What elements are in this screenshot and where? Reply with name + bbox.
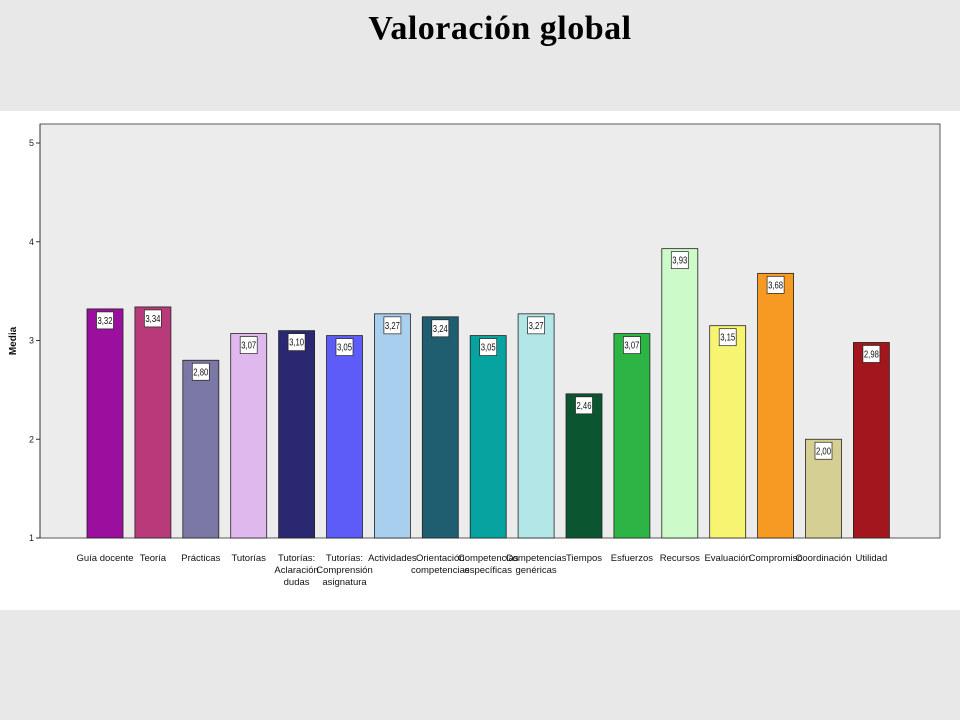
data-label: 3,34	[145, 314, 160, 325]
x-axis-labels: Guía docente Teoría Prácticas Tutorías Tutor…	[76, 553, 887, 588]
bar	[373, 313, 411, 539]
data-label-box	[862, 345, 881, 363]
data-label: 3,32	[98, 316, 113, 327]
x-tick-label: Competencias específicas	[458, 553, 519, 576]
data-label-box	[623, 336, 641, 354]
x-tick-label: Tutorías: Aclaración dudas	[274, 553, 318, 588]
x-tick-label: Tiempos	[566, 553, 602, 564]
data-label: 2,98	[864, 349, 879, 360]
y-tick-label: 5	[29, 138, 34, 148]
x-tick-label: Compromiso	[749, 553, 803, 564]
x-tick-label: Evaluación	[704, 553, 750, 564]
x-tick-label: Recursos	[660, 553, 700, 564]
bar	[278, 330, 316, 539]
data-label: 3,07	[624, 341, 639, 352]
chart-panel: 1 2 3 4 5 Media 3,32 3,34 2,80 3,07 3,10 3,05 3,27…	[0, 111, 960, 610]
data-label-box	[96, 311, 114, 330]
bar	[421, 316, 459, 539]
bar-chart: 1 2 3 4 5 Media 3,32 3,34 2,80 3,07 3,10 3,05 3,27…	[8, 123, 941, 588]
x-tick-label: Competencias genéricas	[506, 553, 567, 576]
y-tick-label: 3	[29, 336, 34, 346]
y-axis-label: Media	[8, 326, 19, 355]
bar	[853, 342, 890, 539]
data-label-box	[431, 319, 450, 338]
x-tick-label: Coordinación	[796, 553, 852, 564]
data-label-box	[766, 276, 785, 294]
data-label: 3,93	[672, 256, 687, 267]
data-label-box	[527, 316, 545, 335]
data-label-box	[144, 309, 162, 328]
bar	[661, 248, 699, 539]
x-tick-label: Orientación competencias	[411, 553, 470, 576]
data-label-box	[191, 362, 210, 381]
y-tick-label: 1	[29, 533, 34, 543]
x-tick-label: Tutorías: Comprensión asignatura	[316, 553, 373, 588]
data-label-box	[575, 396, 593, 415]
data-label: 3,27	[385, 321, 400, 332]
data-label: 3,10	[289, 338, 304, 349]
y-axis: 1 2 3 4 5	[29, 138, 40, 543]
bar	[613, 333, 651, 539]
data-label-box	[814, 441, 833, 460]
data-label-box	[287, 333, 306, 351]
data-label-box	[670, 251, 689, 270]
x-tick-label: Tutorías	[231, 553, 266, 564]
x-tick-label: Actividades	[368, 553, 417, 564]
page-title: Valoración global	[368, 10, 632, 47]
x-tick-label: Utilidad	[856, 553, 888, 564]
data-label: 3,27	[529, 321, 544, 332]
data-label: 3,05	[481, 343, 496, 354]
data-label: 2,46	[577, 401, 592, 412]
data-label: 2,00	[816, 446, 831, 457]
data-label-box	[335, 338, 354, 356]
y-tick-label: 2	[29, 434, 34, 444]
bar	[709, 325, 747, 539]
data-label: 3,05	[337, 343, 352, 354]
x-tick-label: Esfuerzos	[611, 553, 653, 564]
bar	[134, 306, 172, 539]
x-tick-label: Prácticas	[181, 553, 220, 564]
data-label-box	[383, 316, 402, 335]
data-label-box	[718, 328, 737, 347]
data-label: 3,07	[241, 341, 256, 352]
bar	[517, 313, 555, 539]
bar	[86, 308, 124, 539]
bar	[469, 335, 507, 539]
x-tick-label: Guía docente	[76, 553, 133, 564]
bar	[182, 359, 220, 539]
data-label: 3,15	[720, 333, 735, 344]
bar	[565, 393, 603, 539]
bar	[757, 272, 794, 539]
data-label: 2,80	[193, 367, 208, 378]
data-label-box	[239, 336, 258, 354]
data-label: 3,24	[433, 324, 448, 335]
y-tick-label: 4	[29, 237, 34, 247]
x-tick-label: Teoría	[140, 553, 167, 564]
bar	[326, 335, 363, 539]
data-label: 3,68	[768, 280, 783, 291]
bar	[230, 333, 268, 539]
bars-group: 3,32 3,34 2,80 3,07 3,10 3,05 3,27 3,24 3,05 3,27…	[86, 248, 890, 539]
data-label-box	[479, 338, 498, 356]
